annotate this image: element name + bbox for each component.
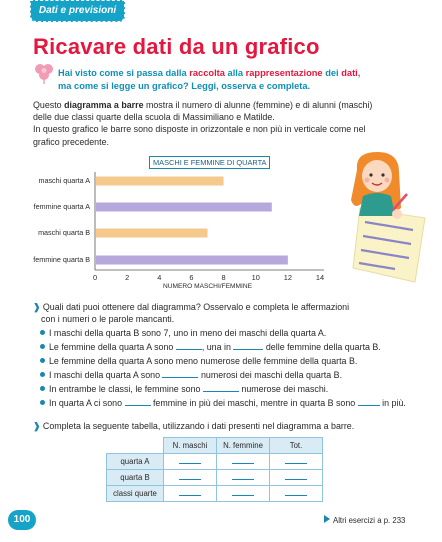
row-label: quarta A	[106, 453, 164, 470]
bar-3	[96, 255, 288, 265]
list-item: In entrambe le classi, le femmine sono n…	[40, 383, 435, 395]
table-cell-input[interactable]	[269, 485, 323, 502]
x-tick-label: 0	[92, 273, 98, 282]
list-item: In quarta A ci sono femmine in più dei m…	[40, 397, 435, 409]
answer-blank[interactable]	[233, 341, 264, 350]
x-tick-label: 12	[283, 273, 292, 282]
table-cell-input[interactable]	[216, 469, 270, 486]
list-item: Le femmine della quarta A sono , una in …	[40, 341, 435, 353]
table-cell-input[interactable]	[269, 453, 323, 470]
y-category-label: maschi quarta B	[38, 228, 90, 237]
x-tick-label: 8	[221, 273, 226, 282]
column-header: N. maschi	[163, 437, 217, 454]
y-category-label: femmine quarta A	[33, 202, 90, 211]
x-tick-label: 10	[251, 273, 260, 282]
flower-icon	[35, 64, 53, 84]
x-axis-label: NUMERO MASCHI/FEMMINE	[163, 283, 253, 290]
more-exercises-link[interactable]: Altri esercizi a p. 233	[324, 515, 405, 525]
table-cell-input[interactable]	[216, 453, 270, 470]
x-tick-label: 4	[157, 273, 162, 282]
table-row: quarta A	[106, 453, 323, 470]
y-category-label: maschi quarta A	[38, 176, 90, 185]
body-paragraph: Questo diagramma a barre mostra il numer…	[33, 100, 373, 147]
list-item: I maschi della quarta B sono 7, uno in m…	[40, 327, 435, 339]
bar-1	[96, 202, 272, 212]
list-item: Le femmine della quarta A sono meno nume…	[40, 355, 435, 367]
question-1: ❱ Quali dati puoi ottenere dal diagramma…	[33, 302, 350, 324]
intro-text: Hai visto come si passa dalla raccolta a…	[58, 68, 361, 91]
page-title: Ricavare dati da un grafico	[33, 34, 320, 59]
row-label: quarta B	[106, 469, 164, 486]
table-cell-input[interactable]	[163, 453, 217, 470]
x-tick-label: 6	[189, 273, 194, 282]
page-number: 100	[8, 510, 36, 530]
answer-blank[interactable]	[124, 397, 151, 406]
answer-blank[interactable]	[162, 369, 199, 378]
x-tick-label: 2	[125, 273, 130, 282]
x-tick-label: 14	[315, 273, 325, 282]
list-item: I maschi della quarta A sono numerosi de…	[40, 369, 435, 381]
answer-blank[interactable]	[357, 397, 380, 406]
bar-2	[96, 228, 208, 238]
data-table: N. maschi N. femmine Tot. quarta A quart…	[106, 437, 323, 502]
column-header: Tot.	[269, 437, 323, 454]
table-header-row: N. maschi N. femmine Tot.	[107, 437, 323, 454]
table-row: quarta B	[106, 469, 323, 486]
table-cell-input[interactable]	[269, 469, 323, 486]
girl-illustration	[351, 152, 426, 283]
section-tab: Dati e previsioni	[30, 0, 125, 22]
column-header: N. femmine	[216, 437, 270, 454]
table-cell-input[interactable]	[216, 485, 270, 502]
section-tab-label: Dati e previsioni	[38, 5, 117, 16]
chart-title: MASCHI E FEMMINE DI QUARTA	[149, 156, 271, 169]
table-cell-input[interactable]	[163, 469, 217, 486]
question-2: ❱ Completa la seguente tabella, utilizza…	[33, 421, 355, 431]
table-cell-input[interactable]	[163, 485, 217, 502]
triangle-icon	[324, 515, 330, 523]
y-category-label: femmine quarta B	[33, 255, 90, 264]
answer-blank[interactable]	[175, 341, 202, 350]
bar-0	[96, 176, 224, 186]
answer-blank[interactable]	[202, 383, 239, 392]
row-label: classi quarte	[106, 485, 164, 502]
table-row: classi quarte	[106, 485, 323, 502]
